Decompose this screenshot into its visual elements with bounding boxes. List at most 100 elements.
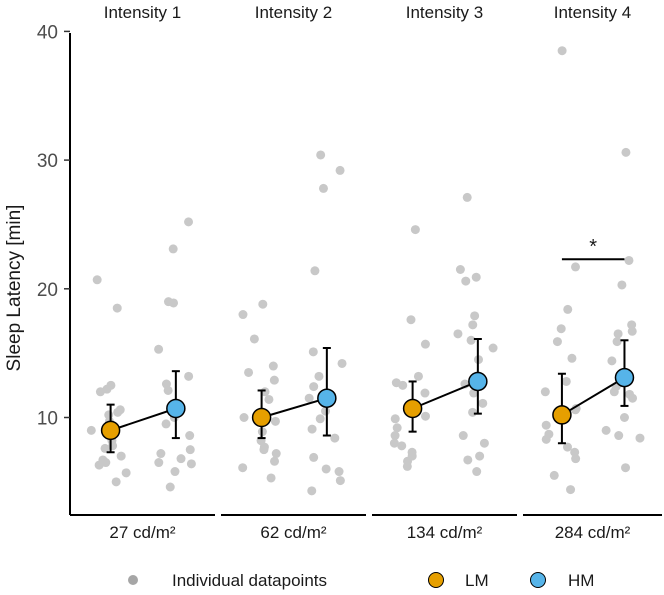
individual-point — [184, 371, 194, 381]
individual-point — [321, 464, 331, 474]
individual-point — [614, 431, 624, 441]
hm-mean-point — [468, 371, 488, 392]
lm-mean-point — [552, 405, 572, 425]
panel-4: Intensity 4 284 cd/m² * — [523, 3, 662, 542]
individual-point — [607, 356, 617, 366]
individual-point — [475, 451, 485, 461]
y-axis-label: Sleep Latency [min] — [4, 205, 25, 372]
individual-point — [186, 459, 196, 469]
individual-point — [397, 441, 407, 451]
individual-point — [318, 183, 328, 193]
individual-point — [238, 463, 248, 473]
y-tick-label-30: 30 — [37, 151, 58, 172]
individual-point — [239, 413, 249, 422]
individual-point — [269, 375, 279, 385]
individual-point — [567, 353, 577, 363]
individual-point — [624, 255, 634, 265]
individual-point — [617, 280, 627, 290]
individual-point — [462, 192, 472, 202]
individual-point — [413, 371, 423, 381]
individual-point — [121, 468, 131, 478]
individual-point — [390, 414, 400, 424]
individual-point — [176, 454, 186, 464]
individual-point — [549, 470, 559, 480]
individual-point — [266, 473, 276, 483]
individual-point — [472, 467, 482, 477]
individual-point — [330, 433, 340, 443]
individual-point — [309, 382, 319, 392]
individual-point — [154, 458, 164, 468]
panel-x-label: 27 cd/m² — [109, 523, 175, 542]
individual-point — [410, 225, 420, 235]
individual-point — [270, 456, 280, 466]
individual-point — [307, 486, 317, 496]
individual-point — [571, 262, 581, 272]
individual-point — [392, 423, 402, 433]
individual-point — [541, 434, 551, 444]
individual-point — [270, 416, 280, 426]
individual-point — [307, 424, 317, 434]
mean-connector — [110, 407, 177, 432]
individual-point — [271, 449, 281, 459]
panel-3: Intensity 3 134 cd/m² — [372, 3, 517, 542]
individual-point — [92, 275, 102, 285]
individual-point — [468, 407, 478, 417]
legend-hm-label: HM — [568, 571, 594, 590]
mean-connector — [561, 376, 625, 416]
individual-point — [470, 311, 480, 321]
individual-point — [612, 337, 622, 347]
individual-point — [601, 425, 611, 435]
individual-point — [249, 334, 259, 344]
individual-point — [541, 420, 551, 430]
individual-point — [94, 460, 104, 470]
individual-point — [169, 298, 179, 308]
individual-point — [314, 371, 324, 381]
hm-mean-point — [166, 398, 186, 419]
individual-point — [163, 385, 173, 395]
individual-point — [389, 438, 399, 448]
individual-point — [100, 443, 110, 453]
individual-point — [461, 276, 471, 286]
individual-point — [244, 367, 254, 377]
individual-point — [111, 477, 121, 487]
individual-point — [156, 449, 166, 459]
hm-mean-point — [317, 388, 337, 408]
individual-point — [315, 414, 325, 424]
individual-point — [165, 482, 175, 492]
y-tick-label-40: 40 — [37, 22, 58, 43]
individual-point — [321, 406, 331, 416]
panel-title: Intensity 3 — [406, 3, 484, 22]
individual-point — [621, 463, 631, 473]
individual-point — [627, 320, 637, 330]
individual-point — [238, 310, 248, 320]
legend-individual-marker — [128, 575, 138, 585]
panel-title: Intensity 2 — [255, 3, 333, 22]
individual-point — [479, 438, 489, 448]
panel-1: Intensity 1 27 cd/m² — [70, 3, 215, 542]
individual-point — [420, 339, 430, 349]
individual-point — [398, 380, 408, 390]
panel-2: Intensity 2 62 cd/m² — [221, 3, 366, 542]
individual-point — [258, 299, 268, 309]
individual-point — [619, 413, 629, 422]
mean-connector — [412, 380, 479, 410]
legend-individual-label: Individual datapoints — [172, 571, 327, 590]
individual-point — [335, 476, 345, 486]
individual-point — [402, 461, 412, 471]
individual-point — [621, 147, 631, 157]
y-tick-label-20: 20 — [37, 280, 58, 301]
individual-point — [337, 358, 347, 368]
legend-lm-label: LM — [465, 571, 489, 590]
individual-point — [310, 266, 320, 276]
panel-x-label: 284 cd/m² — [555, 523, 631, 542]
individual-point — [168, 244, 178, 254]
individual-point — [335, 165, 345, 175]
individual-point — [627, 326, 637, 336]
individual-point — [471, 272, 481, 282]
individual-point — [466, 335, 476, 345]
individual-point — [552, 337, 562, 347]
individual-point — [453, 329, 463, 339]
individual-point — [463, 455, 473, 465]
